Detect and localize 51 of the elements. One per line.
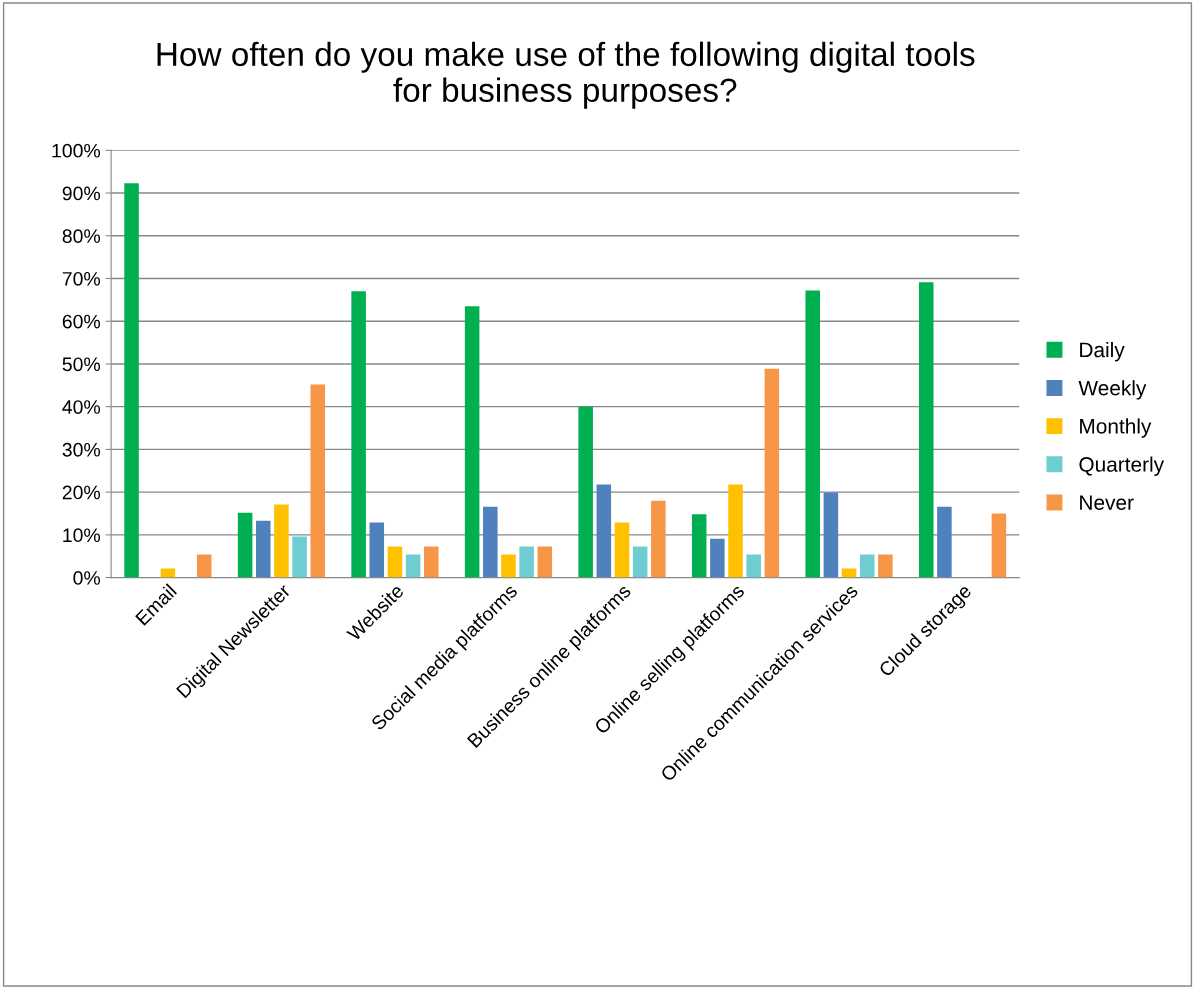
- bar: [746, 554, 761, 578]
- legend-label: Monthly: [1080, 418, 1152, 438]
- bar: [292, 536, 307, 578]
- bar: [501, 554, 516, 578]
- y-tick-label: 60%: [62, 314, 101, 329]
- bar: [764, 368, 780, 578]
- bar: [310, 384, 326, 578]
- legend-label: Weekly: [1078, 380, 1147, 400]
- bar: [728, 484, 743, 578]
- y-tick-label: 20%: [62, 485, 101, 500]
- legend-label: Daily: [1080, 341, 1125, 362]
- y-tick-label: 100%: [52, 143, 101, 158]
- y-tick-label: 10%: [63, 528, 101, 543]
- bar: [823, 492, 839, 578]
- bar: [196, 554, 212, 578]
- bar: [237, 512, 253, 578]
- y-tick-label: 80%: [62, 229, 101, 244]
- bar: [351, 291, 366, 578]
- bar: [614, 522, 630, 578]
- y-tick-label: 40%: [62, 400, 101, 414]
- y-tick-label: 90%: [62, 186, 101, 201]
- bar: [124, 183, 139, 578]
- bar: [519, 546, 534, 578]
- bar: [710, 538, 725, 578]
- chart-title: How often do you make use of the following digital tools for business purposes?: [157, 41, 975, 109]
- bar: [937, 506, 952, 578]
- bar: [255, 520, 271, 578]
- y-tick-label: 30%: [62, 442, 101, 457]
- bar: [878, 554, 893, 578]
- bar: [691, 514, 707, 578]
- bar: [424, 546, 439, 578]
- bar: [859, 554, 875, 578]
- bar: [578, 406, 593, 578]
- bar: [805, 290, 820, 578]
- bar: [651, 500, 666, 578]
- legend-label: Never: [1080, 495, 1134, 510]
- bar: [632, 546, 648, 578]
- bar: [369, 522, 385, 578]
- bar: [537, 546, 553, 578]
- y-tick-label: 0%: [73, 571, 101, 585]
- bar: [387, 546, 403, 578]
- bar: [274, 504, 289, 578]
- y-tick-label: 70%: [62, 271, 101, 286]
- bar: [483, 506, 498, 578]
- bar: [464, 306, 480, 578]
- legend-label: Quarterly: [1079, 456, 1165, 476]
- bar: [918, 282, 934, 578]
- bar: [405, 554, 421, 578]
- bar: [596, 484, 612, 578]
- bar: [991, 513, 1007, 578]
- y-tick-label: 50%: [62, 357, 101, 372]
